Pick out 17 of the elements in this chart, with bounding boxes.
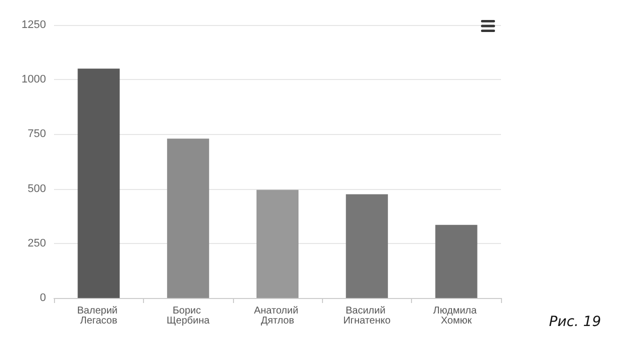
bar [346, 194, 388, 298]
x-tick-label: Людмила Хомюк [433, 306, 480, 326]
x-tick-label: Валерий Легасов [77, 306, 120, 326]
bar [167, 138, 210, 298]
y-tick-label: 1250 [22, 19, 46, 31]
x-tick-label: Василий Игнатенко [343, 306, 391, 326]
y-tick-label: 250 [28, 237, 46, 250]
y-tick-label: 750 [28, 128, 46, 140]
bar [256, 190, 299, 298]
bar [435, 224, 478, 298]
x-tick-label: Борис Щербина [166, 306, 210, 326]
y-tick-label: 500 [28, 182, 46, 195]
y-tick-label: 1000 [22, 74, 46, 86]
x-tick-label: Анатолий Дятлов [254, 306, 302, 326]
y-tick-label: 0 [40, 292, 46, 304]
bar [78, 68, 120, 298]
text: Рис. 19 [549, 314, 602, 330]
